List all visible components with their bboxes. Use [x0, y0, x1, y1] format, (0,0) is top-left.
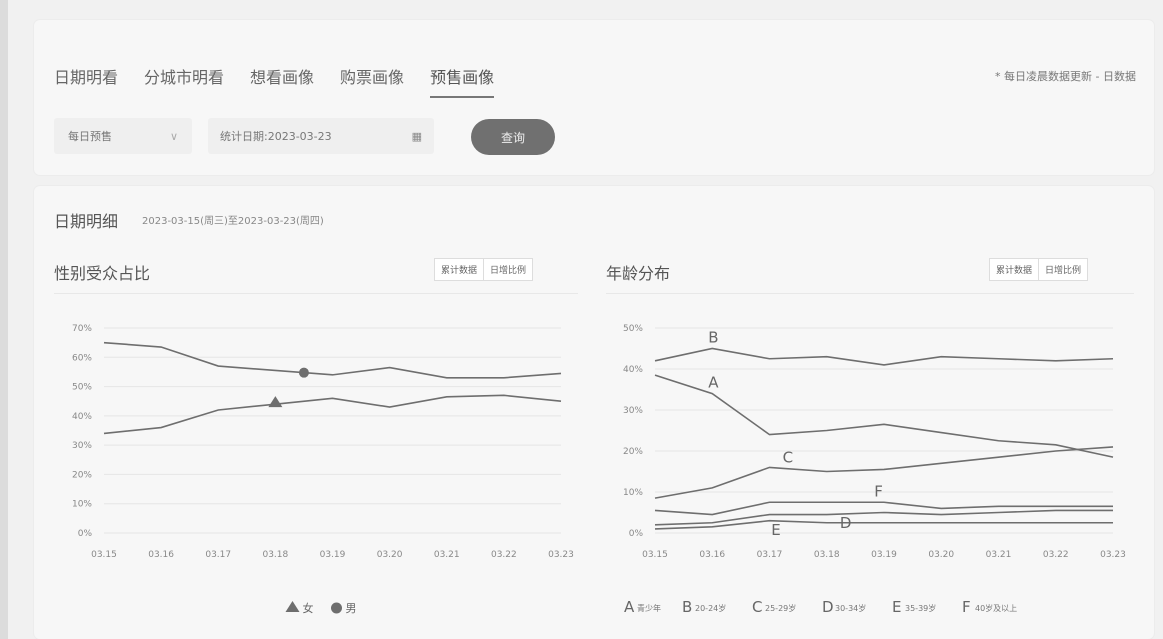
query-button[interactable]: 查询 [471, 119, 555, 155]
legend-label-E: 35-39岁 [905, 603, 936, 613]
gender-chart-title: 性别受众占比 [54, 264, 151, 283]
mode-select[interactable]: 每日预售 ∨ [54, 118, 192, 154]
x-tick-label: 03.17 [757, 550, 783, 560]
legend-label-A: 青少年 [637, 603, 661, 613]
x-tick-label: 03.19 [320, 550, 346, 560]
tab-city-view[interactable]: 分城市明看 [144, 68, 225, 87]
gender-chart-toggle: 累计数据 日增比例 [434, 258, 534, 281]
series-letter-A: A [708, 374, 719, 392]
legend-female-label: 女 [303, 601, 314, 615]
filter-panel: 日期明看 分城市明看 想看画像 购票画像 预售画像 * 每日凌晨数据更新 - 日… [34, 20, 1154, 175]
detail-title: 日期明细 [54, 212, 119, 231]
x-tick-label: 03.18 [262, 550, 288, 560]
y-tick-label: 20% [623, 447, 643, 457]
series-line-1 [654, 347, 1114, 366]
date-picker-value: 统计日期:2023-03-23 [220, 130, 332, 143]
y-tick-label: 0% [629, 529, 644, 539]
x-tick-label: 03.15 [91, 550, 117, 560]
y-tick-label: 70% [72, 324, 92, 334]
x-tick-label: 03.18 [814, 550, 840, 560]
y-tick-label: 30% [623, 406, 643, 416]
series-line-5 [654, 501, 1113, 516]
legend-letter-D: D [822, 598, 834, 616]
mode-select-value: 每日预售 [68, 130, 112, 143]
x-tick-label: 03.16 [148, 550, 174, 560]
series-line-4 [654, 519, 1113, 530]
x-tick-label: 03.20 [928, 550, 954, 560]
series-letter-B: B [708, 329, 718, 347]
series-letter-D: D [840, 514, 852, 532]
y-tick-label: 30% [72, 441, 92, 451]
age-cumulative-toggle[interactable]: 累计数据 [996, 266, 1033, 276]
tab-presale-profile[interactable]: 预售画像 [430, 64, 495, 98]
detail-panel: 日期明细 2023-03-15(周三)至2023-03-23(周四) 性别受众占… [34, 186, 1154, 639]
series-line-3 [654, 509, 1113, 526]
legend-letter-B: B [682, 598, 692, 616]
series-letter-F: F [874, 482, 883, 500]
y-tick-label: 50% [72, 383, 92, 393]
tab-want-profile[interactable]: 想看画像 [250, 68, 315, 87]
x-tick-label: 03.23 [548, 550, 574, 560]
window-left-edge [0, 0, 8, 639]
gender-cumulative-toggle[interactable]: 累计数据 [441, 266, 478, 276]
y-tick-label: 10% [72, 500, 92, 510]
age-chart-title: 年龄分布 [606, 264, 671, 283]
legend-male-label: 男 [346, 602, 357, 615]
series-line-0 [654, 374, 1114, 458]
y-tick-label: 60% [72, 353, 92, 363]
age-header-divider [606, 293, 1134, 294]
y-tick-label: 40% [623, 365, 643, 375]
tab-bar: 日期明看 分城市明看 想看画像 购票画像 预售画像 [54, 64, 495, 98]
date-picker[interactable]: 统计日期:2023-03-23 ▦ [208, 118, 434, 154]
age-chart-toggle: 累计数据 日增比例 [989, 258, 1089, 281]
y-tick-label: 40% [72, 412, 92, 422]
y-tick-label: 0% [78, 529, 93, 539]
legend-letter-A: A [624, 598, 635, 616]
x-tick-label: 03.19 [871, 550, 897, 560]
legend-label-F: 40岁及以上 [975, 603, 1017, 613]
female-marker [268, 396, 283, 408]
x-tick-label: 03.17 [205, 550, 231, 560]
update-note: * 每日凌晨数据更新 - 日数据 [995, 70, 1136, 83]
calendar-icon: ▦ [411, 129, 422, 143]
x-tick-label: 03.16 [699, 550, 725, 560]
tab-date-view[interactable]: 日期明看 [54, 68, 119, 87]
x-tick-label: 03.20 [377, 550, 403, 560]
gender-daily-toggle[interactable]: 日增比例 [483, 259, 532, 280]
series-letter-E: E [771, 521, 780, 539]
gender-header-divider [54, 293, 578, 294]
legend-label-B: 20-24岁 [695, 603, 726, 613]
age-daily-toggle[interactable]: 日增比例 [1038, 259, 1087, 280]
x-tick-label: 03.15 [642, 550, 668, 560]
x-tick-label: 03.23 [1100, 550, 1126, 560]
x-tick-label: 03.21 [434, 550, 460, 560]
legend-male-marker [331, 602, 342, 614]
x-tick-label: 03.22 [491, 550, 517, 560]
legend-label-D: 30-34岁 [835, 603, 866, 613]
legend-label-C: 25-29岁 [765, 603, 796, 613]
y-tick-label: 50% [623, 324, 643, 334]
x-tick-label: 03.22 [1043, 550, 1069, 560]
male-marker [298, 367, 309, 378]
legend-letter-E: E [892, 598, 901, 616]
detail-date-range: 2023-03-15(周三)至2023-03-23(周四) [142, 216, 324, 227]
age-line-chart: 0% 10% 20% 30% 40% 50% 03.15 03.16 03.17 03.18 03.… [623, 324, 1126, 616]
gender-line-chart: 0% 10% 20% 30% 40% 50% 60% 70% 03.15 03.16 03.17 03… [72, 324, 574, 615]
chevron-down-icon: ∨ [169, 129, 178, 143]
y-tick-label: 10% [623, 488, 643, 498]
legend-letter-C: C [752, 598, 762, 616]
series-line-0 [103, 394, 562, 435]
y-tick-label: 20% [72, 470, 92, 480]
tab-purchase-profile[interactable]: 购票画像 [340, 68, 405, 87]
legend-letter-F: F [962, 598, 971, 616]
series-line-2 [654, 446, 1114, 499]
legend-female-marker [285, 601, 300, 612]
series-letter-C: C [783, 449, 793, 467]
x-tick-label: 03.21 [986, 550, 1012, 560]
series-line-1 [103, 341, 562, 379]
